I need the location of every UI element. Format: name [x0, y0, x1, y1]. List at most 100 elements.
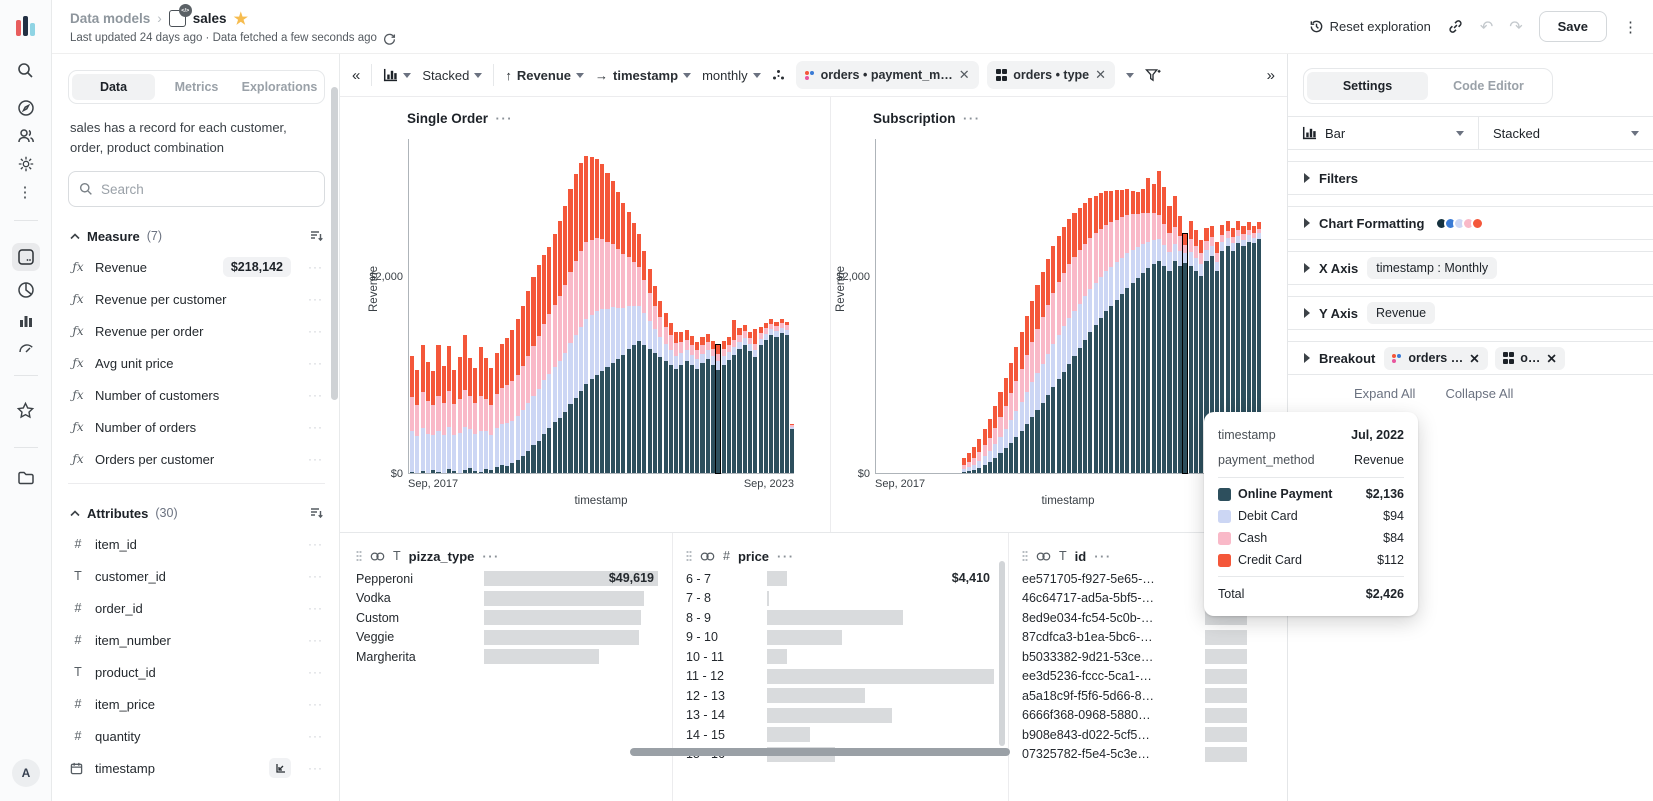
stacked-bar[interactable] — [1077, 208, 1082, 473]
stacked-bar[interactable] — [658, 300, 663, 473]
stacked-bar[interactable] — [972, 447, 977, 473]
stacked-bar[interactable] — [1019, 332, 1024, 473]
attribute-row[interactable]: # item_price ··· — [68, 688, 325, 720]
sort-icon[interactable] — [310, 507, 323, 519]
stacked-bar[interactable] — [1246, 222, 1251, 473]
breakout-chip[interactable]: orders … ✕ — [1384, 346, 1488, 370]
field-menu-icon[interactable]: ··· — [308, 761, 323, 775]
y-field-dropdown[interactable]: ↑ Revenue — [505, 68, 585, 83]
stacked-bar[interactable] — [600, 163, 605, 473]
stacked-bar[interactable] — [779, 319, 784, 473]
attribute-row[interactable]: # item_id ··· — [68, 528, 325, 560]
field-menu-icon[interactable]: ··· — [308, 665, 323, 679]
field-menu-icon[interactable]: ··· — [308, 420, 323, 434]
stacked-bar[interactable] — [1125, 189, 1130, 473]
stacked-bar[interactable] — [1182, 232, 1189, 475]
stacked-bar[interactable] — [1141, 188, 1146, 473]
stacked-bar[interactable] — [531, 276, 536, 473]
stacked-bar[interactable] — [774, 321, 779, 473]
app-logo[interactable] — [12, 12, 40, 40]
stacked-bar[interactable] — [1225, 221, 1230, 473]
summary-row[interactable]: Pepperoni $49,619 — [356, 569, 658, 589]
field-menu-icon[interactable]: ··· — [308, 388, 323, 402]
star-icon[interactable] — [12, 396, 40, 424]
remove-chip-icon[interactable]: ✕ — [958, 67, 970, 82]
reset-exploration-button[interactable]: Reset exploration — [1309, 19, 1431, 34]
chart-menu-icon[interactable]: ··· — [963, 111, 981, 126]
stacked-bar[interactable] — [695, 341, 700, 473]
summary-row[interactable]: 10 - 11 — [686, 647, 994, 667]
chart-menu-icon[interactable]: ··· — [495, 111, 514, 126]
remove-chip-icon[interactable]: ✕ — [1095, 67, 1107, 82]
stacked-bar[interactable] — [790, 424, 795, 473]
stacked-bar[interactable] — [1188, 220, 1193, 473]
field-menu-icon[interactable]: ··· — [308, 356, 323, 370]
stacked-bar[interactable] — [457, 356, 462, 473]
stacked-bar[interactable] — [763, 322, 768, 473]
more-menu-icon[interactable]: ⋮ — [1623, 18, 1639, 36]
color-palette[interactable] — [1435, 216, 1485, 230]
stacked-bar[interactable] — [977, 439, 982, 473]
table-menu-icon[interactable]: ··· — [777, 548, 795, 564]
stacked-bar[interactable] — [510, 330, 515, 473]
search-icon[interactable] — [12, 56, 40, 84]
stacked-bar[interactable] — [1104, 191, 1109, 473]
field-menu-icon[interactable]: ··· — [308, 537, 323, 551]
stacked-bar[interactable] — [489, 367, 494, 473]
summary-row[interactable]: Margherita — [356, 647, 658, 667]
user-avatar[interactable]: A — [12, 759, 40, 787]
tab-settings[interactable]: Settings — [1307, 72, 1428, 100]
stacked-bar[interactable] — [589, 156, 594, 473]
sort-icon[interactable] — [310, 230, 323, 242]
stacked-bar[interactable] — [647, 269, 652, 473]
panel-scrollbar[interactable] — [331, 87, 338, 400]
stacked-bar[interactable] — [689, 336, 694, 473]
gear-icon[interactable] — [12, 150, 40, 178]
stacked-bar[interactable] — [1135, 192, 1140, 473]
table-menu-icon[interactable]: ··· — [1094, 548, 1112, 564]
stacked-bar[interactable] — [1193, 230, 1198, 473]
chart-type-select[interactable]: Bar — [1288, 117, 1478, 149]
stacked-bar[interactable] — [515, 319, 520, 473]
bar-series[interactable] — [410, 139, 795, 475]
chart-type-dropdown[interactable] — [383, 68, 412, 82]
summary-row[interactable]: 14 - 15 — [686, 725, 994, 745]
summary-table-header[interactable]: # price ··· — [686, 543, 994, 569]
measure-row[interactable]: ƒx Revenue per customer ··· — [68, 283, 325, 315]
stacked-bar[interactable] — [478, 346, 483, 473]
users-icon[interactable] — [12, 122, 40, 150]
stacked-bar[interactable] — [563, 206, 568, 473]
stacked-bar[interactable] — [1251, 225, 1257, 473]
expand-all-link[interactable]: Expand All — [1354, 386, 1416, 401]
summary-row[interactable]: 13 - 14 — [686, 706, 994, 726]
stacked-bar[interactable] — [674, 332, 679, 473]
measure-row[interactable]: ƒx Revenue $218,142 ··· — [68, 251, 325, 283]
stacked-bar[interactable] — [621, 203, 626, 473]
stacked-bar[interactable] — [1119, 189, 1125, 473]
stacked-bar[interactable] — [1040, 272, 1045, 473]
remove-chip-icon[interactable]: ✕ — [1546, 351, 1557, 366]
stack-mode-select[interactable]: Stacked — [1478, 117, 1653, 149]
tab-explorations[interactable]: Explorations — [241, 80, 318, 94]
stacked-bar[interactable] — [1215, 242, 1220, 473]
tab-code-editor[interactable]: Code Editor — [1453, 79, 1524, 93]
stacked-bar[interactable] — [998, 392, 1003, 473]
stacked-bar[interactable] — [573, 174, 578, 473]
compass-icon[interactable] — [12, 94, 40, 122]
search-input[interactable]: Search — [68, 171, 325, 207]
stacked-bar[interactable] — [542, 255, 547, 473]
field-menu-icon[interactable]: ··· — [308, 324, 323, 338]
tab-metrics[interactable]: Metrics — [174, 80, 219, 94]
stacked-bar[interactable] — [1003, 377, 1008, 473]
summary-row[interactable]: 11 - 12 — [686, 667, 994, 687]
stacked-bar[interactable] — [568, 189, 573, 473]
measure-row[interactable]: ƒx Orders per customer ··· — [68, 443, 325, 475]
stacked-bar[interactable] — [473, 367, 478, 473]
stacked-bar[interactable] — [557, 220, 562, 473]
stacked-bar[interactable] — [987, 418, 992, 473]
field-menu-icon[interactable]: ··· — [308, 260, 323, 274]
measure-row[interactable]: ƒx Revenue per order ··· — [68, 315, 325, 347]
summary-row[interactable]: b908e843-d022-5cf5… — [1022, 725, 1273, 745]
more-vertical-icon[interactable]: ⋮ — [17, 184, 34, 201]
